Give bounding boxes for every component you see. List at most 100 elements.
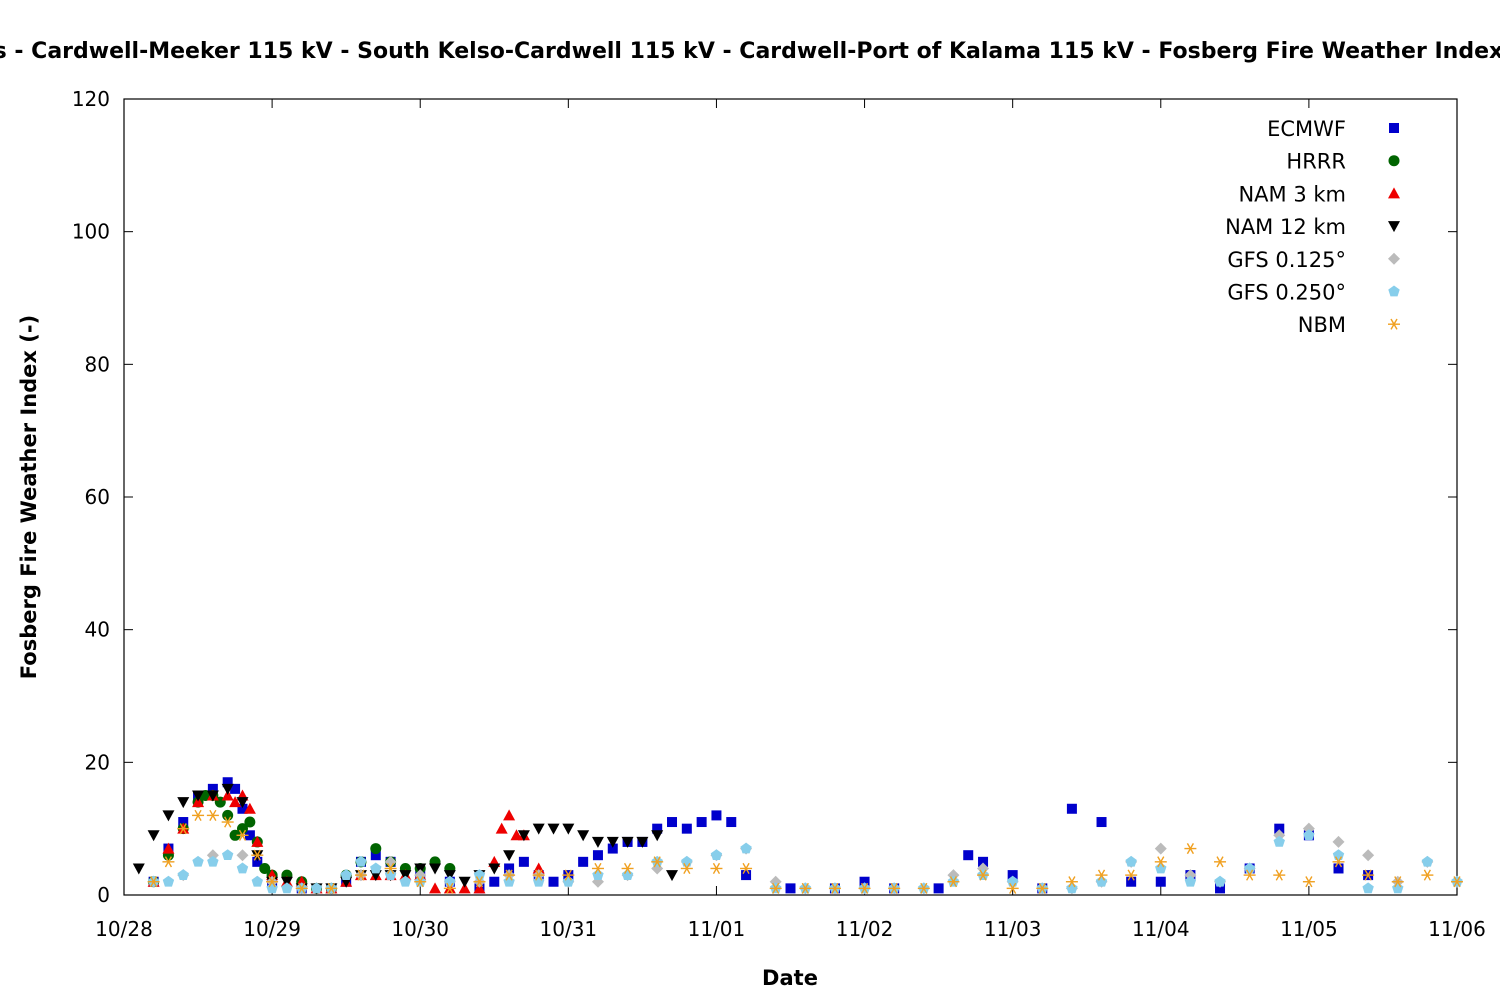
data-point: [621, 862, 634, 875]
data-point: [443, 882, 456, 894]
data-point: [251, 875, 264, 887]
data-point: [621, 869, 634, 880]
x-tick-label: 11/04: [1132, 917, 1190, 941]
data-point: [1332, 835, 1345, 848]
x-tick-label: 10/29: [243, 917, 301, 941]
x-tick-label: 11/03: [984, 917, 1042, 941]
data-point: [162, 856, 175, 868]
legend-label: HRRR: [1286, 150, 1346, 174]
data-point: [236, 849, 249, 862]
data-point: [1095, 869, 1108, 881]
data-point: [325, 882, 338, 894]
data-point: [1243, 869, 1256, 881]
data-point: [933, 883, 944, 894]
data-point: [458, 876, 471, 888]
x-tick-label: 10/28: [95, 917, 153, 941]
data-point: [977, 869, 990, 881]
data-point: [888, 882, 901, 894]
data-point: [917, 882, 930, 894]
data-point: [147, 876, 160, 888]
data-point: [354, 869, 367, 881]
data-point: [1006, 882, 1019, 894]
chart-title: trans - Cardwell-Meeker 115 kV - South K…: [0, 39, 1500, 64]
legend-marker: [1389, 123, 1399, 133]
data-point: [230, 783, 241, 794]
data-point: [1421, 855, 1434, 867]
data-point: [221, 783, 234, 795]
data-point: [399, 875, 412, 887]
y-axis-label: Fosberg Fire Weather Index (-): [17, 315, 41, 679]
data-point: [458, 882, 471, 894]
data-point: [592, 869, 604, 880]
data-point: [222, 777, 233, 788]
data-point: [473, 876, 486, 888]
data-point: [192, 809, 205, 821]
data-point: [295, 882, 308, 894]
data-point: [681, 855, 693, 867]
data-point: [562, 823, 575, 835]
data-point: [370, 843, 382, 855]
data-point: [1065, 876, 1078, 888]
data-point: [828, 882, 841, 894]
data-point: [1036, 882, 1049, 894]
data-point: [503, 869, 516, 881]
data-point: [429, 882, 442, 894]
data-point: [1362, 882, 1374, 894]
y-tick-label: 20: [85, 750, 110, 774]
data-point: [1095, 875, 1108, 887]
data-point: [1154, 856, 1167, 868]
legend-marker: [1388, 318, 1400, 330]
data-point: [280, 876, 293, 888]
axis-ticks: 0 20 40 60 80 100 120 10/28 10/29 10/30 10/31 11/01…: [72, 87, 1486, 941]
data-point: [741, 870, 752, 881]
data-point: [443, 870, 456, 882]
data-point: [414, 876, 427, 888]
legend-label: NAM 3 km: [1238, 182, 1346, 206]
data-point: [192, 855, 204, 867]
data-point: [710, 862, 723, 875]
data-point: [177, 797, 190, 809]
data-point: [503, 809, 516, 821]
data-point: [532, 869, 545, 881]
data-point: [1154, 842, 1167, 855]
data-point: [236, 862, 249, 874]
data-point: [237, 803, 248, 814]
data-point: [236, 829, 249, 841]
data-point: [517, 830, 530, 842]
data-point: [266, 882, 278, 894]
data-point: [1214, 856, 1227, 868]
data-point: [207, 783, 218, 794]
data-point: [1214, 875, 1226, 887]
data-point: [562, 875, 575, 887]
data-point: [518, 856, 529, 867]
data-point: [710, 849, 723, 861]
data-point: [147, 830, 160, 842]
data-point: [1184, 843, 1197, 855]
data-point: [666, 870, 679, 882]
data-point: [1362, 849, 1375, 862]
data-point: [578, 856, 589, 867]
x-tick-label: 10/30: [391, 917, 449, 941]
data-point: [1066, 803, 1077, 814]
data-point: [310, 882, 323, 894]
data-point: [562, 869, 575, 881]
data-point: [978, 856, 989, 867]
data-point: [251, 849, 264, 861]
data-point: [259, 862, 271, 874]
data-point: [1155, 876, 1166, 887]
data-point: [785, 883, 796, 894]
data-point: [384, 862, 397, 875]
data-point: [489, 876, 500, 887]
data-point: [1007, 870, 1018, 881]
data-point: [236, 797, 249, 809]
data-point: [726, 817, 737, 828]
data-point: [947, 876, 960, 888]
data-point: [206, 790, 219, 802]
data-point: [370, 862, 382, 874]
data-point: [1391, 876, 1404, 888]
data-points: [132, 777, 1463, 895]
data-point: [1332, 849, 1345, 861]
data-point: [162, 875, 175, 887]
data-point: [1303, 829, 1315, 841]
data-point: [667, 817, 678, 828]
